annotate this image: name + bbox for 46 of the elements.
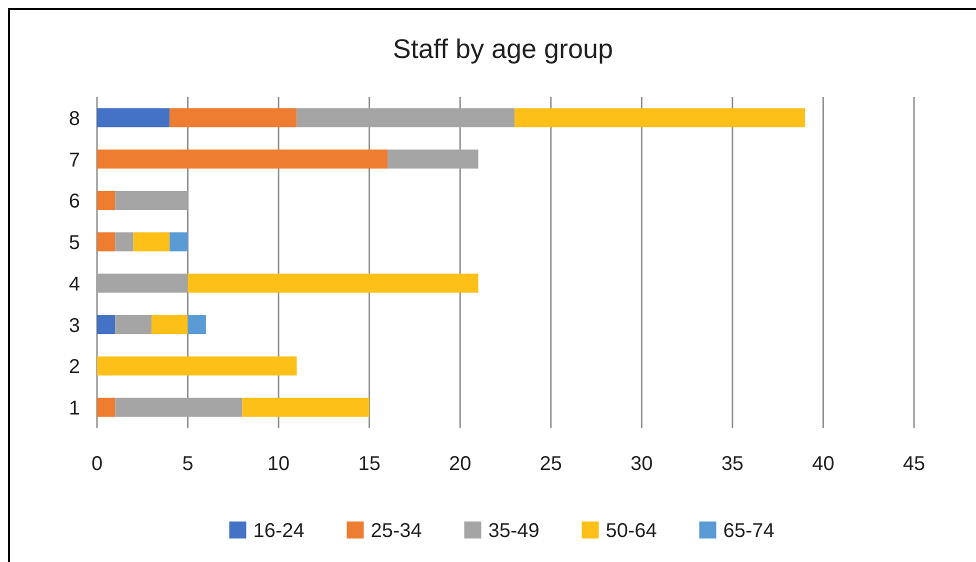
x-tick-label: 15 (358, 453, 380, 475)
y-tick-label: 1 (68, 398, 80, 420)
bar (115, 190, 188, 210)
y-tick-label: 6 (68, 190, 80, 213)
x-tick-label: 45 (902, 453, 926, 475)
bar (296, 108, 515, 128)
x-tick-label: 20 (448, 453, 472, 475)
legend-label: 25-34 (370, 520, 422, 542)
bar (188, 274, 478, 293)
bar (97, 108, 170, 128)
bar (97, 274, 188, 293)
bar (387, 150, 478, 169)
bar (97, 150, 388, 169)
bar (133, 232, 170, 252)
x-tick-label: 10 (267, 453, 290, 475)
legend-label: 35-49 (488, 520, 540, 542)
bar (170, 232, 188, 252)
y-tick-label: 5 (68, 232, 80, 254)
bar (97, 190, 116, 210)
x-tick-label: 25 (540, 453, 562, 475)
x-tick-label: 35 (721, 453, 744, 475)
bar (188, 315, 206, 334)
bar (97, 356, 297, 376)
bar (97, 232, 116, 252)
y-tick-label: 4 (68, 273, 80, 296)
y-tick-label: 7 (68, 149, 80, 172)
bar (514, 108, 806, 128)
x-tick-label: 40 (812, 453, 834, 475)
bar (115, 315, 152, 334)
bar (97, 398, 116, 417)
bar (97, 315, 116, 334)
x-tick-label: 5 (182, 453, 194, 475)
legend-label: 50-64 (606, 520, 657, 542)
legend-label: 65-74 (723, 520, 774, 542)
x-tick-label: 0 (91, 453, 103, 475)
legend-label: 16-24 (253, 520, 304, 542)
bar (242, 398, 370, 417)
chart-title: Staff by age group (392, 34, 614, 64)
x-tick-label: 30 (630, 453, 653, 475)
bar (170, 108, 297, 128)
y-tick-label: 8 (68, 108, 80, 130)
bar (151, 315, 188, 334)
bar (115, 232, 134, 252)
y-tick-label: 2 (68, 356, 80, 378)
y-tick-label: 3 (68, 314, 80, 337)
bar (115, 398, 242, 417)
